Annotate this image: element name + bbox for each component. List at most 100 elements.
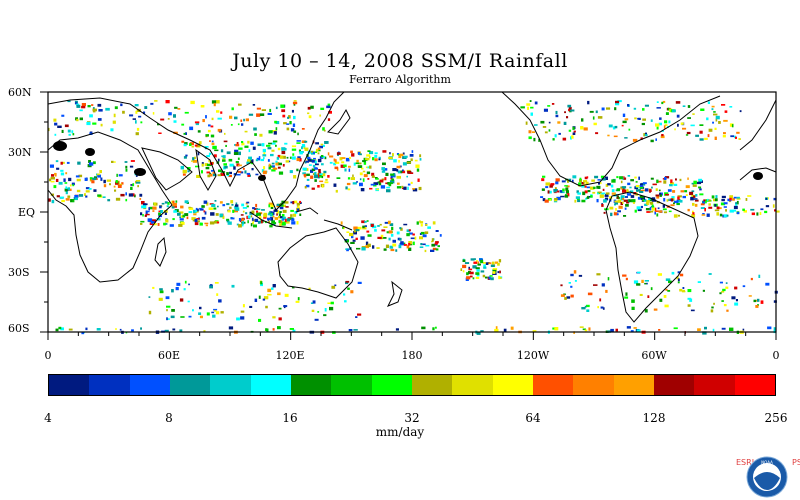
rain-pixel: [613, 212, 618, 216]
rain-pixel: [735, 202, 738, 205]
rain-pixel: [312, 151, 315, 154]
rain-pixel: [346, 182, 351, 186]
rain-pixel: [581, 185, 586, 188]
rain-pixel: [326, 105, 331, 109]
rain-pixel: [321, 163, 324, 166]
rain-pixel: [312, 300, 316, 304]
rain-pixel: [279, 206, 284, 210]
rain-pixel: [135, 132, 139, 136]
rain-pixel: [676, 199, 679, 203]
rain-pixel: [296, 140, 301, 142]
rain-pixel: [311, 168, 316, 171]
colorbar: [48, 374, 776, 396]
rain-pixel: [230, 200, 234, 204]
rain-pixel: [611, 189, 615, 193]
rain-pixel: [209, 221, 215, 225]
rain-pixel: [159, 205, 162, 209]
rain-pixel: [167, 118, 170, 120]
rain-pixel: [489, 275, 493, 277]
rain-pixel: [689, 191, 694, 196]
rain-pixel: [425, 223, 428, 226]
lat-label-60s: 60S: [8, 322, 30, 335]
rain-pixel: [273, 209, 278, 212]
rain-pixel: [141, 201, 145, 205]
rain-pixel: [396, 165, 401, 169]
rain-pixel: [204, 146, 209, 148]
rain-pixel: [84, 193, 86, 196]
rain-pixel: [691, 214, 696, 218]
rain-pixel: [544, 131, 548, 134]
rain-pixel: [615, 103, 620, 106]
rain-pixel: [225, 144, 227, 147]
rain-pixel: [619, 176, 623, 180]
rain-pixel: [211, 203, 216, 207]
rain-pixel: [543, 108, 548, 112]
rain-pixel: [398, 244, 402, 249]
rain-pixel: [598, 182, 600, 185]
rain-pixel: [739, 110, 742, 113]
rain-pixel: [665, 278, 671, 281]
rain-pixel: [269, 214, 274, 217]
rain-pixel: [134, 104, 139, 107]
rain-pixel: [272, 284, 276, 288]
rain-pixel: [268, 204, 271, 208]
rain-pixel: [233, 152, 239, 155]
rain-pixel: [226, 172, 229, 175]
rain-pixel: [437, 245, 440, 248]
rain-pixel: [476, 269, 480, 272]
rain-pixel: [550, 183, 555, 185]
rain-pixel: [407, 170, 412, 174]
rain-pixel: [217, 128, 222, 132]
rain-pixel: [349, 156, 351, 159]
rain-pixel: [462, 270, 465, 273]
europe-coast: [739, 99, 777, 151]
rain-pixel: [559, 190, 563, 193]
rain-pixel: [616, 213, 619, 216]
rain-pixel: [263, 166, 266, 170]
rain-pixel: [77, 161, 81, 165]
rain-pixel: [687, 208, 690, 212]
rain-pixel: [468, 266, 470, 270]
rain-pixel: [520, 106, 525, 109]
rain-pixel: [353, 329, 358, 331]
rain-pixel: [406, 229, 411, 233]
missing-data-mask: [134, 168, 146, 176]
rain-pixel: [625, 196, 628, 198]
rain-pixel: [586, 176, 589, 179]
rain-pixel: [707, 134, 710, 138]
rain-pixel: [296, 157, 300, 162]
rain-pixel: [159, 210, 163, 213]
rain-pixel: [345, 186, 348, 190]
rain-pixel: [215, 100, 220, 104]
rain-pixel: [649, 189, 652, 192]
rain-pixel: [583, 180, 588, 183]
map-title: July 10 – 14, 2008 SSM/I Rainfall: [232, 50, 568, 72]
rain-pixel: [192, 309, 194, 312]
rain-pixel: [171, 309, 175, 312]
colorbar-swatch: [573, 375, 614, 395]
rain-pixel: [114, 189, 117, 192]
rain-pixel: [581, 118, 584, 122]
rain-pixel: [721, 104, 726, 106]
rain-pixel: [271, 287, 274, 290]
rain-pixel: [765, 197, 768, 200]
rain-pixel: [226, 151, 231, 155]
rain-pixel: [250, 162, 254, 165]
rain-pixel: [283, 204, 286, 207]
rain-pixel: [240, 119, 243, 122]
rain-pixel: [291, 286, 295, 289]
rain-pixel: [555, 114, 559, 118]
rain-pixel: [650, 119, 653, 122]
rain-pixel: [79, 109, 83, 112]
rain-pixel: [166, 309, 168, 312]
rain-pixel: [412, 241, 415, 246]
lon-label-60w: 60W: [641, 349, 667, 362]
rain-pixel: [548, 129, 551, 132]
rain-pixel: [370, 183, 376, 186]
rain-pixel: [291, 145, 297, 148]
rain-pixel: [731, 296, 736, 300]
rain-pixel: [648, 197, 651, 200]
rain-pixel: [679, 178, 682, 182]
rain-pixel: [587, 292, 593, 296]
rain-pixel: [188, 207, 194, 210]
